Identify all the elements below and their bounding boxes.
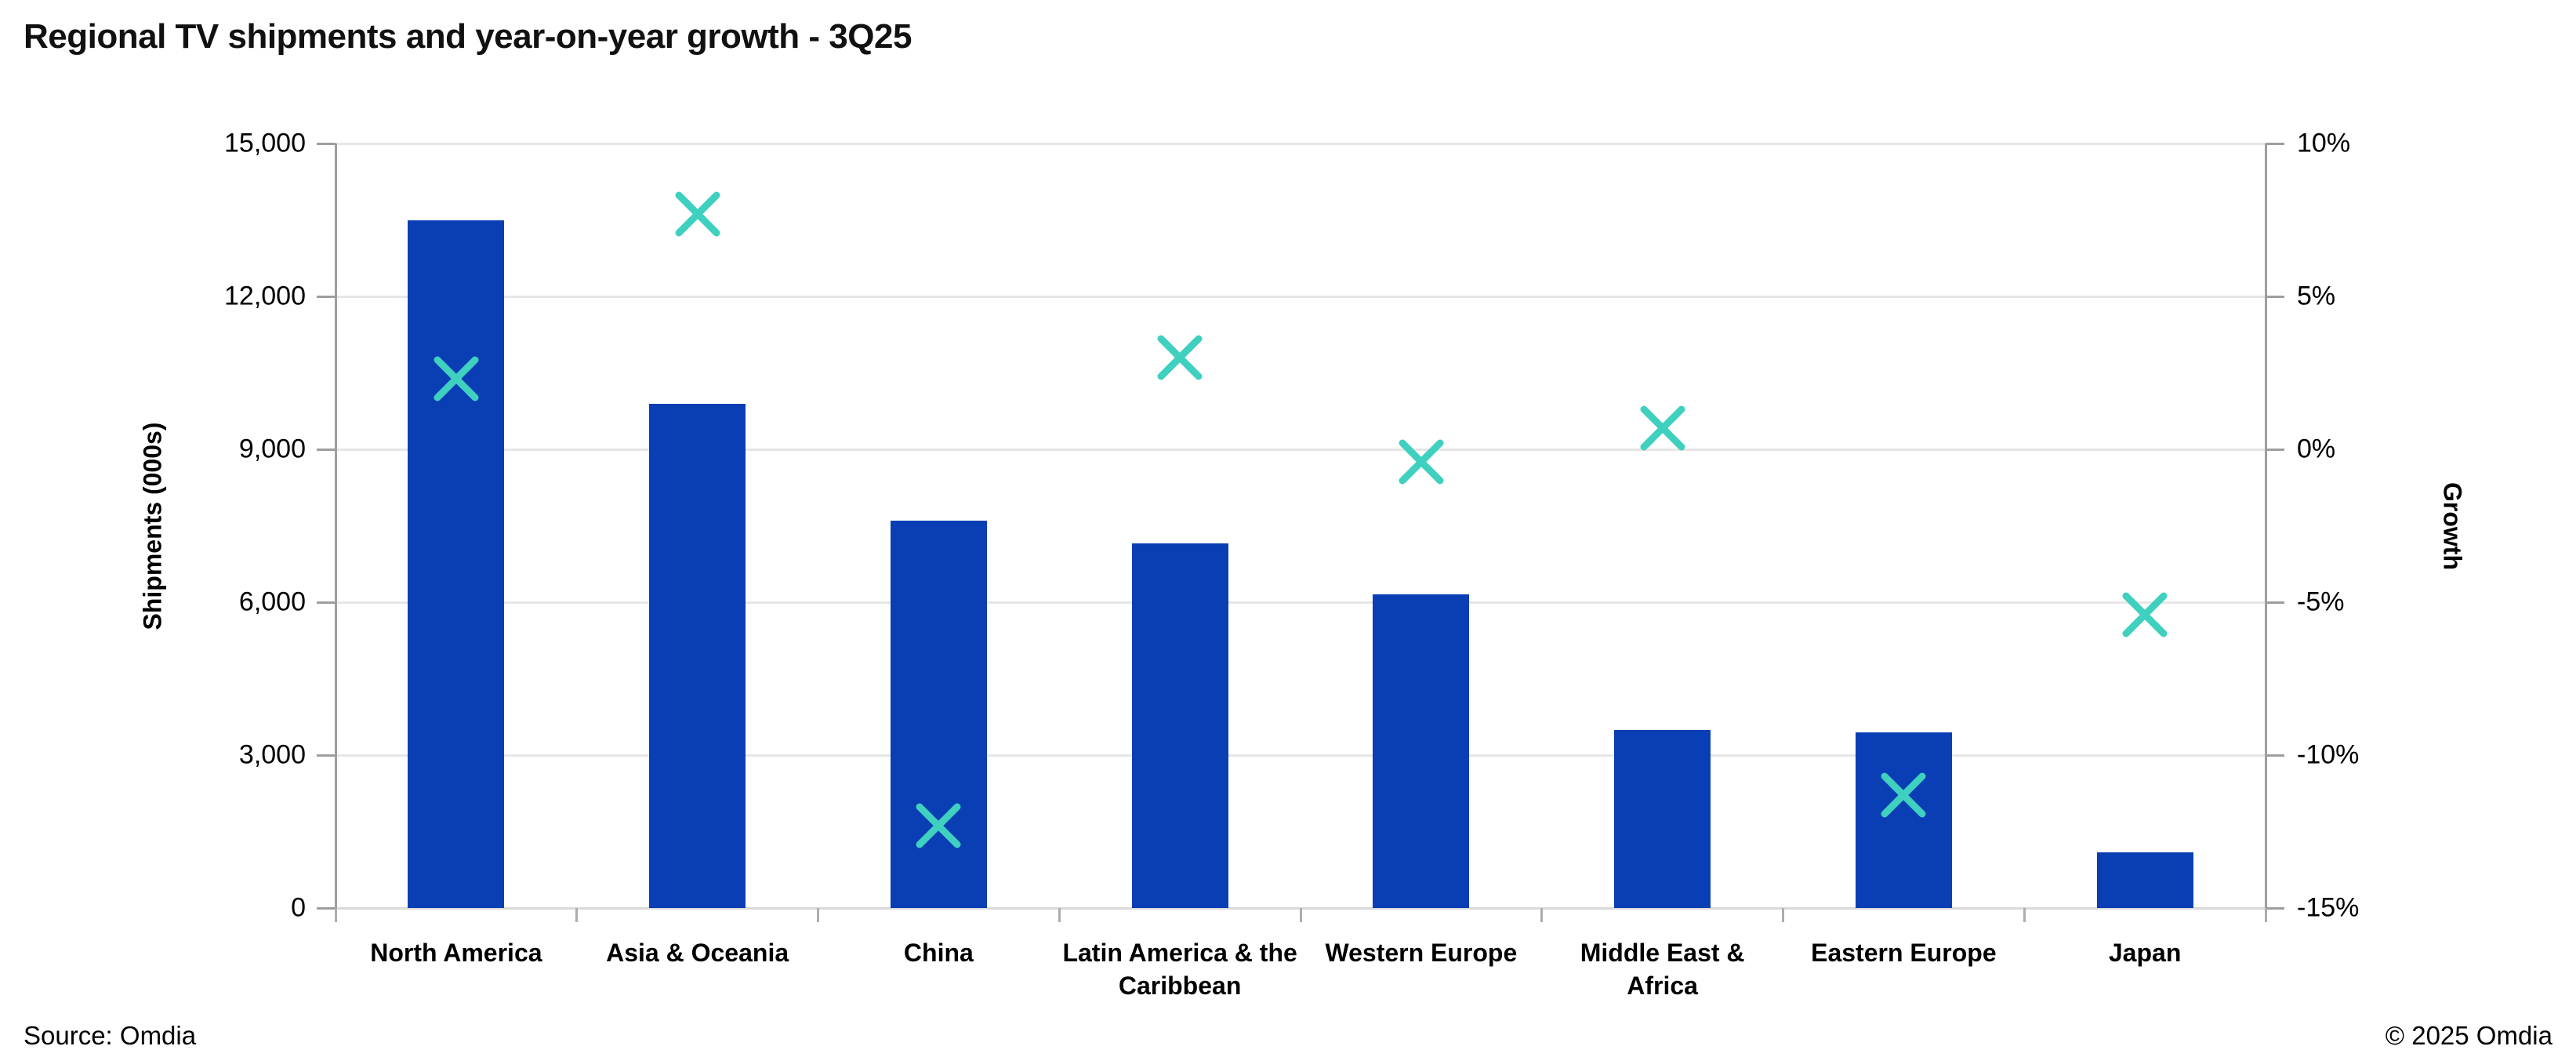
- left-axis-tick-label: 3,000: [238, 739, 306, 770]
- right-axis-tick-label: 10%: [2297, 128, 2351, 158]
- x-axis-tick: [1058, 908, 1061, 922]
- right-axis-tick: [2266, 142, 2284, 145]
- x-marker-icon: [1881, 772, 1926, 818]
- bar: [1614, 729, 1711, 908]
- x-axis-tick: [334, 908, 337, 922]
- x-axis-tick: [2264, 908, 2267, 922]
- x-axis-tick: [1299, 908, 1302, 922]
- bar: [1131, 543, 1228, 908]
- copyright-note: © 2025 Omdia: [2385, 1021, 2552, 1050]
- chart-title: Regional TV shipments and year-on-year g…: [24, 17, 912, 56]
- right-axis-tick: [2266, 601, 2284, 604]
- left-axis-tick-label: 12,000: [224, 281, 306, 311]
- left-axis-tick: [317, 295, 336, 298]
- x-axis-tick: [1782, 908, 1784, 922]
- source-note: Source: Omdia: [24, 1021, 197, 1050]
- left-axis-tick: [317, 601, 336, 604]
- left-axis-line: [334, 143, 337, 922]
- right-axis-tick-label: 5%: [2297, 281, 2336, 311]
- left-axis-tick-label: 0: [291, 892, 306, 923]
- category-label: Western Europe: [1325, 939, 1518, 967]
- gridline: [336, 142, 2266, 145]
- bar: [2096, 852, 2193, 908]
- x-marker-icon: [1640, 405, 1685, 451]
- left-axis-tick: [317, 906, 336, 910]
- left-axis-tick-label: 6,000: [238, 587, 306, 617]
- x-marker-icon: [434, 356, 479, 401]
- right-axis-tick: [2266, 754, 2284, 757]
- right-axis-tick-label: 0%: [2297, 434, 2336, 464]
- right-axis-tick-label: -5%: [2297, 587, 2345, 617]
- left-axis-tick-label: 9,000: [238, 434, 306, 464]
- category-label: Middle East & Africa: [1580, 939, 1745, 1000]
- bar: [1373, 594, 1470, 908]
- gridline: [336, 754, 2266, 757]
- left-axis-tick: [317, 448, 336, 451]
- right-axis-tick: [2266, 295, 2284, 298]
- x-axis-tick: [817, 908, 819, 922]
- category-label: Eastern Europe: [1811, 939, 1997, 967]
- left-axis-tick: [317, 754, 336, 757]
- left-axis-tick: [317, 142, 336, 145]
- x-axis-tick: [575, 908, 579, 922]
- category-label: North America: [370, 939, 542, 967]
- category-label: Asia & Oceania: [606, 939, 789, 967]
- bar: [890, 521, 987, 908]
- x-marker-icon: [2122, 592, 2168, 637]
- right-axis-title: Growth: [2438, 481, 2467, 570]
- right-axis-tick-label: -15%: [2297, 892, 2360, 923]
- gridline: [336, 448, 2266, 451]
- category-label: China: [903, 939, 974, 967]
- right-axis-line: [2264, 143, 2267, 922]
- x-axis-tick: [1540, 908, 1544, 922]
- gridline: [336, 295, 2266, 298]
- bar: [1855, 732, 1952, 908]
- x-axis-tick: [2023, 908, 2026, 922]
- bar: [408, 220, 505, 908]
- category-label: Latin America & the Caribbean: [1062, 939, 1297, 1000]
- right-axis-tick-label: -10%: [2297, 739, 2360, 770]
- left-axis-tick-label: 15,000: [224, 128, 306, 158]
- gridline: [336, 601, 2266, 604]
- right-axis-tick: [2266, 906, 2284, 910]
- bar: [649, 403, 746, 908]
- right-axis-tick: [2266, 448, 2284, 451]
- category-label: Japan: [2108, 939, 2182, 967]
- x-marker-icon: [1157, 335, 1203, 380]
- x-marker-icon: [675, 191, 720, 237]
- x-marker-icon: [1399, 439, 1444, 485]
- left-axis-title: Shipments (000s): [138, 422, 167, 630]
- x-marker-icon: [916, 803, 961, 848]
